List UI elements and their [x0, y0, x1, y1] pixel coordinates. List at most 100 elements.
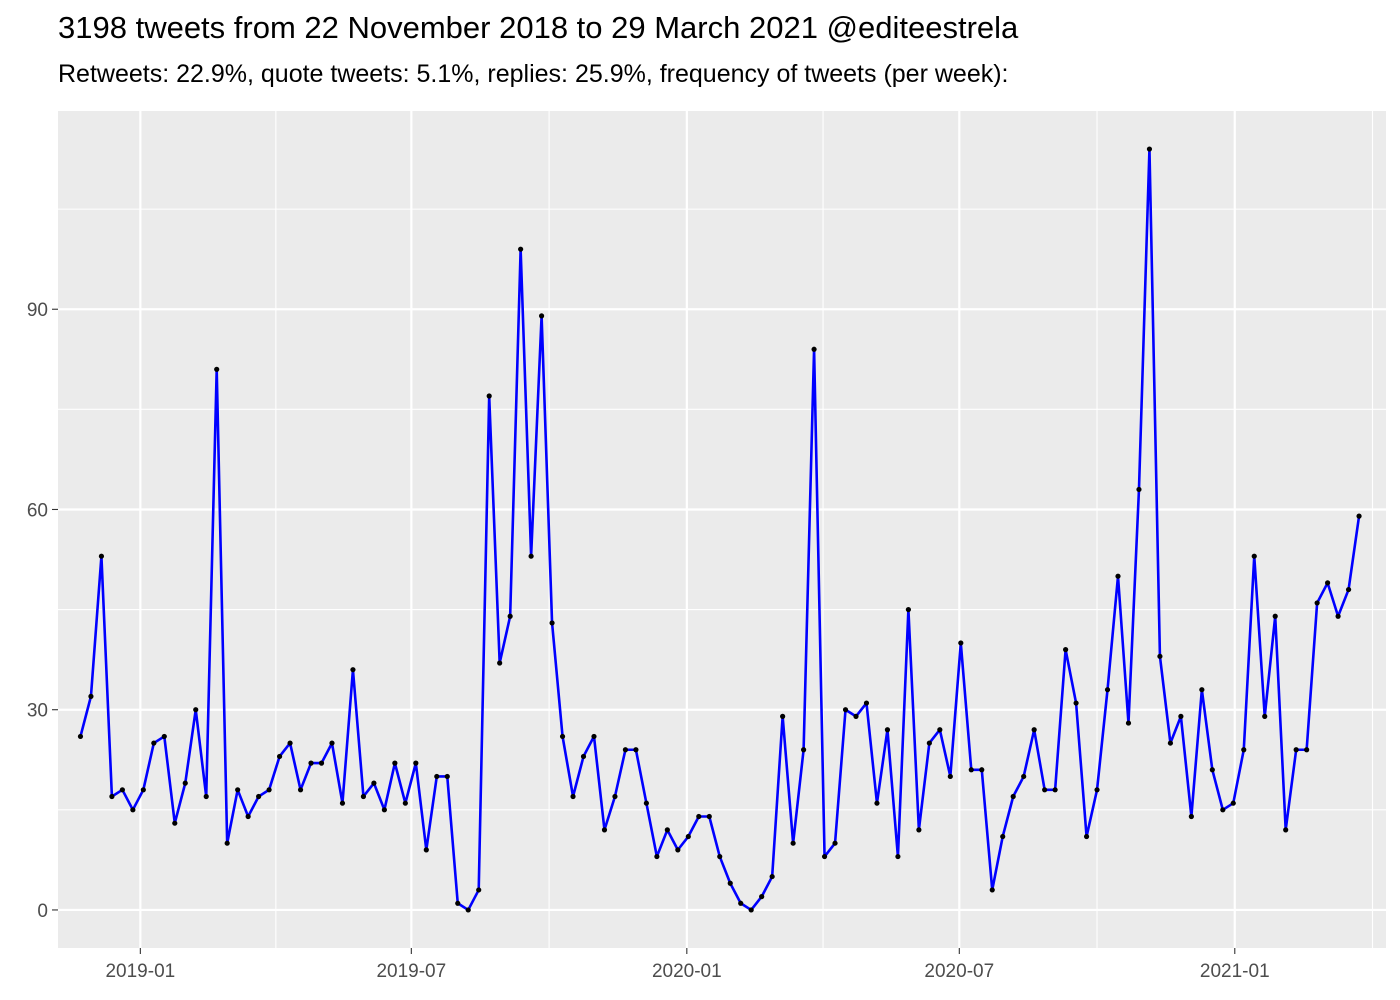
data-point [360, 793, 367, 800]
data-point [895, 853, 901, 860]
data-point [203, 793, 209, 800]
data-point [465, 907, 471, 913]
data-point [1010, 793, 1016, 800]
data-point [664, 827, 670, 833]
data-point [151, 740, 157, 746]
data-point [633, 747, 639, 753]
data-point [381, 807, 387, 813]
data-point [297, 787, 304, 793]
x-tick-label: 2019-07 [376, 961, 446, 982]
data-point [528, 553, 534, 559]
data-point [538, 313, 545, 319]
data-point [1199, 687, 1205, 693]
data-point [738, 900, 744, 906]
data-point [675, 847, 681, 853]
data-point [989, 887, 995, 893]
data-point [77, 733, 84, 740]
data-point [1094, 787, 1100, 793]
data-point [1272, 613, 1278, 619]
data-point [905, 606, 911, 613]
data-point [654, 853, 660, 860]
data-point [1073, 700, 1079, 706]
data-point [276, 753, 283, 760]
data-point [559, 733, 566, 740]
data-point [1063, 647, 1069, 653]
data-point [287, 740, 293, 746]
data-point [790, 840, 796, 846]
data-point [339, 800, 346, 806]
data-point [455, 900, 461, 906]
data-point [1335, 613, 1341, 619]
x-tick-label: 2021-01 [1200, 961, 1270, 982]
data-point [1104, 687, 1111, 693]
data-point [769, 873, 775, 880]
data-point [1000, 833, 1006, 840]
data-point [1262, 713, 1268, 719]
data-point [413, 760, 419, 766]
data-point [161, 733, 167, 740]
data-point [1083, 833, 1090, 840]
data-point [214, 366, 220, 372]
axis-tick-labels: 2019-01 2019-07 2020-01 2020-07 2021-01 0 30 60… [27, 300, 1270, 982]
data-point [1178, 713, 1184, 719]
data-point [266, 787, 272, 793]
data-point [591, 733, 597, 740]
data-point [476, 887, 482, 893]
data-point [853, 713, 859, 719]
data-point [1146, 146, 1153, 152]
data-point [1052, 787, 1058, 793]
x-tick-label: 2020-07 [924, 961, 994, 982]
data-point [717, 853, 723, 860]
data-point [800, 747, 807, 753]
data-point [570, 793, 576, 800]
y-tick-label: 0 [37, 901, 48, 922]
data-point [979, 767, 985, 773]
x-tick-label: 2019-01 [105, 961, 175, 982]
data-point [612, 793, 618, 800]
data-point [1021, 773, 1027, 780]
data-point [1293, 747, 1299, 753]
data-point [193, 707, 199, 713]
data-point [1304, 747, 1310, 753]
data-points [77, 146, 1362, 913]
data-point [1136, 486, 1142, 493]
data-point [434, 773, 440, 780]
data-point [350, 667, 356, 673]
y-tick-label: 60 [27, 500, 48, 521]
data-point [1115, 573, 1121, 579]
data-point [1283, 827, 1289, 833]
data-point [140, 787, 146, 793]
data-point [947, 773, 953, 780]
chart-subtitle: Retweets: 22.9%, quote tweets: 5.1%, rep… [58, 60, 1009, 88]
data-point [643, 800, 649, 806]
data-point [109, 793, 115, 800]
data-point [1241, 747, 1247, 753]
data-point [518, 246, 524, 252]
data-point [958, 640, 964, 646]
data-point [1157, 653, 1163, 659]
data-point [1031, 727, 1037, 733]
data-point [1188, 813, 1194, 820]
plot-panel [58, 111, 1386, 948]
data-point [371, 780, 377, 786]
data-point [98, 553, 105, 559]
data-point [759, 894, 765, 900]
data-point [727, 880, 733, 886]
data-point [549, 620, 555, 626]
data-point [696, 813, 702, 820]
data-point [580, 753, 587, 760]
data-point [1220, 807, 1226, 813]
data-point [1167, 740, 1174, 746]
data-point [1345, 586, 1352, 593]
y-tick-label: 90 [27, 300, 48, 321]
data-point [811, 346, 817, 352]
data-point [874, 800, 880, 806]
data-point [1230, 800, 1236, 806]
data-point [130, 807, 136, 813]
data-point [748, 907, 754, 913]
data-point [308, 760, 314, 766]
data-point [88, 693, 94, 699]
data-point [497, 660, 503, 666]
data-point [119, 787, 125, 793]
data-point [486, 393, 492, 399]
